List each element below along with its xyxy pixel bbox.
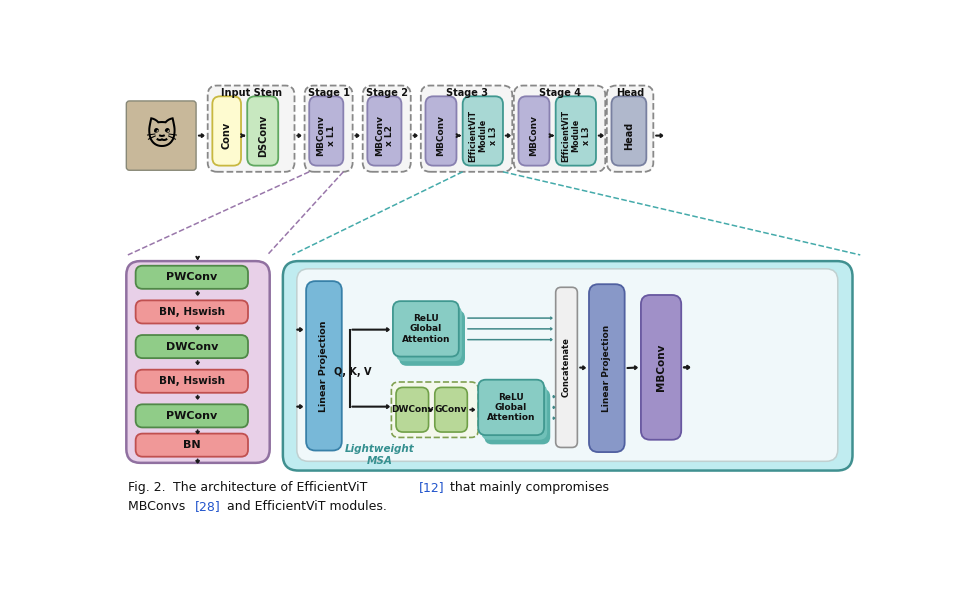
Text: ReLU
Global
Attention: ReLU Global Attention <box>402 314 450 344</box>
FancyBboxPatch shape <box>396 306 462 361</box>
FancyBboxPatch shape <box>367 96 402 165</box>
Text: Head: Head <box>616 88 644 98</box>
FancyBboxPatch shape <box>479 379 544 435</box>
FancyBboxPatch shape <box>484 389 551 444</box>
Text: and EfficientViT modules.: and EfficientViT modules. <box>227 500 387 513</box>
FancyBboxPatch shape <box>481 384 547 440</box>
FancyBboxPatch shape <box>136 370 248 393</box>
Text: Input Stem: Input Stem <box>221 88 282 98</box>
FancyBboxPatch shape <box>362 86 410 172</box>
Text: Q, K, V: Q, K, V <box>333 367 371 377</box>
Text: Fig. 2.: Fig. 2. <box>128 481 165 494</box>
FancyBboxPatch shape <box>307 281 342 450</box>
Text: MBConvs: MBConvs <box>128 500 189 513</box>
FancyBboxPatch shape <box>396 387 429 432</box>
FancyBboxPatch shape <box>611 96 647 165</box>
FancyBboxPatch shape <box>136 300 248 323</box>
FancyBboxPatch shape <box>136 266 248 289</box>
Text: Stage 2: Stage 2 <box>366 88 407 98</box>
FancyBboxPatch shape <box>589 284 625 452</box>
Text: BN: BN <box>183 440 201 450</box>
FancyBboxPatch shape <box>434 387 467 432</box>
FancyBboxPatch shape <box>606 86 653 172</box>
FancyBboxPatch shape <box>283 261 852 470</box>
Text: EfficientViT
Module
x L3: EfficientViT Module x L3 <box>468 109 498 162</box>
FancyBboxPatch shape <box>136 434 248 457</box>
FancyBboxPatch shape <box>393 301 458 356</box>
Text: The architecture of EfficientViT: The architecture of EfficientViT <box>173 481 371 494</box>
FancyBboxPatch shape <box>136 404 248 427</box>
Text: MBConv
x L1: MBConv x L1 <box>316 115 336 156</box>
FancyBboxPatch shape <box>399 310 465 366</box>
FancyBboxPatch shape <box>555 287 578 447</box>
FancyBboxPatch shape <box>305 86 353 172</box>
Text: Stage 4: Stage 4 <box>538 88 580 98</box>
Text: EfficientViT
Module
x L3: EfficientViT Module x L3 <box>561 109 591 162</box>
Text: DWConv: DWConv <box>391 405 433 414</box>
Text: DWConv: DWConv <box>165 342 218 352</box>
Text: ReLU
Global
Attention: ReLU Global Attention <box>487 392 535 423</box>
Text: BN, Hswish: BN, Hswish <box>159 376 225 387</box>
Text: Conv: Conv <box>222 122 232 149</box>
Text: Lightweight
MSA: Lightweight MSA <box>345 444 414 466</box>
FancyBboxPatch shape <box>309 96 343 165</box>
FancyBboxPatch shape <box>136 335 248 358</box>
FancyBboxPatch shape <box>247 96 279 165</box>
Text: Concatenate: Concatenate <box>562 337 571 397</box>
Text: that mainly compromises: that mainly compromises <box>450 481 608 494</box>
Text: MBConv
x L2: MBConv x L2 <box>375 115 394 156</box>
FancyBboxPatch shape <box>126 261 270 463</box>
Text: GConv: GConv <box>434 405 467 414</box>
Text: Stage 1: Stage 1 <box>308 88 350 98</box>
Text: Linear Projection: Linear Projection <box>603 324 611 412</box>
Text: [28]: [28] <box>195 500 221 513</box>
Text: MBConv: MBConv <box>530 115 538 156</box>
Text: [12]: [12] <box>418 481 444 494</box>
Text: MBConv: MBConv <box>436 115 446 156</box>
FancyBboxPatch shape <box>426 96 456 165</box>
FancyBboxPatch shape <box>514 86 605 172</box>
Text: Linear Projection: Linear Projection <box>319 320 329 411</box>
Text: MBConv: MBConv <box>656 344 666 391</box>
Text: Head: Head <box>624 122 634 150</box>
FancyBboxPatch shape <box>519 96 550 165</box>
FancyBboxPatch shape <box>391 382 479 437</box>
FancyBboxPatch shape <box>555 96 596 165</box>
FancyBboxPatch shape <box>297 269 838 462</box>
Text: PWConv: PWConv <box>166 411 217 421</box>
Text: 🐱: 🐱 <box>145 121 177 151</box>
Text: Stage 3: Stage 3 <box>446 88 487 98</box>
FancyBboxPatch shape <box>641 295 681 440</box>
FancyBboxPatch shape <box>212 96 241 165</box>
Text: BN, Hswish: BN, Hswish <box>159 307 225 317</box>
FancyBboxPatch shape <box>126 101 196 170</box>
Text: DSConv: DSConv <box>258 115 268 157</box>
FancyBboxPatch shape <box>208 86 294 172</box>
Text: PWConv: PWConv <box>166 272 217 282</box>
FancyBboxPatch shape <box>421 86 512 172</box>
FancyBboxPatch shape <box>462 96 503 165</box>
